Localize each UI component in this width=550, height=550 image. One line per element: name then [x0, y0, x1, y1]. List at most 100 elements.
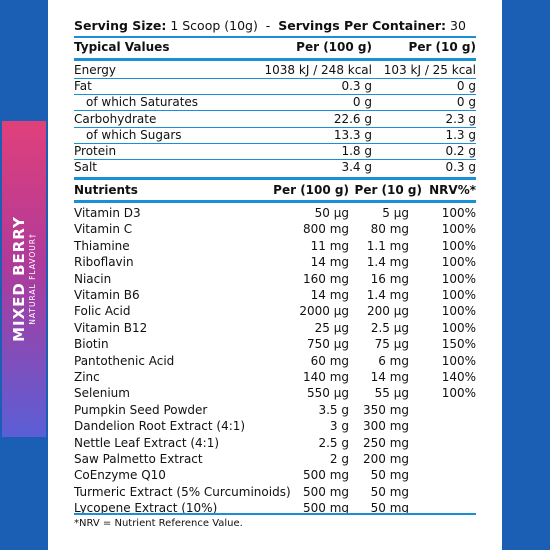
nutrient-name: Selenium — [74, 386, 130, 401]
row-divider — [74, 127, 476, 128]
table-row: Protein 1.8 g 0.2 g — [74, 143, 476, 159]
nutrient-name: Fat — [74, 79, 92, 93]
nutrient-name: Lycopene Extract (10%) — [74, 501, 218, 516]
per-10g-value: 350 mg — [362, 402, 409, 417]
typical-header-name: Typical Values — [74, 40, 170, 54]
row-divider — [74, 94, 476, 95]
per-100g-value: 3.5 g — [318, 402, 349, 417]
table-row: CoEnzyme Q10 500 mg 50 mg — [74, 467, 476, 483]
table-row: Riboflavin 14 mg 1.4 mg 100% — [74, 254, 476, 270]
per-100g-value: 25 µg — [314, 320, 349, 335]
per-10g-value: 1.4 mg — [366, 288, 409, 302]
per-10g-value: 0 g — [456, 79, 476, 93]
per-10g-value: 103 kJ / 25 kcal — [383, 63, 476, 77]
nrv-value: 140% — [441, 370, 476, 384]
nrv-value: 100% — [441, 320, 476, 335]
per-100g-value: 2000 µg — [299, 304, 349, 319]
flavor-subtitle: NATURAL FLAVOUR† — [27, 233, 37, 325]
table-row: Lycopene Extract (10%) 500 mg 50 mg — [74, 500, 476, 516]
table-row: Pantothenic Acid 60 mg 6 mg 100% — [74, 353, 476, 369]
per-100g-value: 14 mg — [310, 288, 349, 302]
table-row: Zinc 140 mg 14 mg 140% — [74, 369, 476, 385]
nutrient-name: Energy — [74, 63, 117, 77]
per-100g-value: 13.3 g — [333, 128, 372, 142]
table-row: Vitamin D3 50 µg 5 µg 100% — [74, 205, 476, 221]
nrv-value: 100% — [441, 304, 476, 319]
per-100g-value: 140 mg — [302, 370, 349, 384]
nutrient-name: Vitamin D3 — [74, 206, 141, 220]
nutrient-name: CoEnzyme Q10 — [74, 468, 166, 483]
nutrient-name: Turmeric Extract (5% Curcuminoids) — [74, 484, 291, 499]
table-row: Selenium 550 µg 55 µg 100% — [74, 385, 476, 401]
nutrient-name: Folic Acid — [74, 304, 131, 319]
nrv-value: 100% — [441, 271, 476, 286]
per-10g-value: 200 µg — [367, 304, 409, 319]
table-row: Vitamin C 800 mg 80 mg 100% — [74, 221, 476, 237]
serving-size-value: 1 Scoop (10g) — [170, 18, 258, 33]
nutrient-name: Carbohydrate — [74, 112, 157, 126]
per-10g-value: 1.3 g — [445, 128, 476, 142]
per-100g-value: 800 mg — [302, 222, 349, 237]
nutrients-top-rule — [74, 177, 476, 180]
nutrient-name: Vitamin C — [74, 222, 133, 237]
nutrient-name: Dandelion Root Extract (4:1) — [74, 419, 246, 434]
per-100g-value: 1038 kJ / 248 kcal — [264, 63, 372, 77]
per-100g-value: 11 mg — [310, 238, 349, 253]
table-row: Vitamin B12 25 µg 2.5 µg 100% — [74, 320, 476, 336]
nutrient-name: of which Saturates — [86, 95, 199, 109]
serving-size-label: Serving Size: — [74, 18, 167, 33]
nrv-value: 100% — [441, 206, 476, 220]
table-row: Dandelion Root Extract (4:1) 3 g 300 mg — [74, 418, 476, 434]
per-10g-value: 0 g — [456, 95, 476, 109]
per-100g-value: 0.3 g — [341, 79, 372, 93]
label-panel — [48, 0, 502, 550]
per-10g-value: 75 µg — [374, 337, 409, 352]
per-10g-value: 55 µg — [374, 386, 409, 401]
table-row: Carbohydrate 22.6 g 2.3 g — [74, 111, 476, 127]
row-divider — [74, 159, 476, 160]
table-row: Thiamine 11 mg 1.1 mg 100% — [74, 238, 476, 254]
nutrient-name: Protein — [74, 144, 117, 158]
nutrients-header-per100: Per (100 g) — [273, 183, 349, 197]
table-row: Vitamin B6 14 mg 1.4 mg 100% — [74, 287, 476, 303]
per-100g-value: 2.5 g — [318, 435, 349, 450]
table-row: of which Sugars 13.3 g 1.3 g — [74, 127, 476, 143]
nrv-value: 100% — [441, 222, 476, 237]
per-10g-value: 0.2 g — [445, 144, 476, 158]
servings-per-container-value: 30 — [450, 18, 466, 33]
per-10g-value: 250 mg — [362, 435, 409, 450]
table-row: Folic Acid 2000 µg 200 µg 100% — [74, 303, 476, 319]
per-100g-value: 22.6 g — [333, 112, 372, 126]
per-100g-value: 60 mg — [310, 353, 349, 368]
serving-info: Serving Size: 1 Scoop (10g) - Servings P… — [74, 18, 466, 33]
flavor-band: MIXED BERRY NATURAL FLAVOUR† — [2, 121, 46, 437]
nrv-value: 100% — [441, 353, 476, 368]
per-10g-value: 50 mg — [370, 484, 409, 499]
nutrient-name: Nettle Leaf Extract (4:1) — [74, 435, 220, 450]
per-100g-value: 1.8 g — [341, 144, 372, 158]
nutrient-name: Pumpkin Seed Powder — [74, 402, 208, 417]
typical-header-rule — [74, 58, 476, 61]
per-100g-value: 500 mg — [302, 468, 349, 483]
per-10g-value: 16 mg — [370, 271, 409, 286]
nutrient-name: Pantothenic Acid — [74, 353, 175, 368]
per-100g-value: 14 mg — [310, 255, 349, 270]
per-100g-value: 160 mg — [302, 271, 349, 286]
nutrients-header-per10: Per (10 g) — [354, 183, 422, 197]
nrv-value: 150% — [441, 337, 476, 352]
per-10g-value: 200 mg — [362, 452, 409, 466]
per-10g-value: 50 mg — [370, 468, 409, 483]
row-divider — [74, 78, 476, 79]
nutrients-header-name: Nutrients — [74, 183, 138, 197]
per-100g-value: 0 g — [352, 95, 372, 109]
bottom-rule — [74, 513, 476, 515]
table-row: Turmeric Extract (5% Curcuminoids) 500 mg… — [74, 484, 476, 500]
table-row: Pumpkin Seed Powder 3.5 g 350 mg — [74, 402, 476, 418]
nutrient-name: Vitamin B12 — [74, 320, 148, 335]
per-100g-value: 2 g — [329, 452, 349, 466]
table-row: Saw Palmetto Extract 2 g 200 mg — [74, 451, 476, 467]
per-10g-value: 50 mg — [370, 501, 409, 516]
nutrient-name: Biotin — [74, 337, 109, 352]
row-divider — [74, 110, 476, 111]
per-100g-value: 50 µg — [314, 206, 349, 220]
